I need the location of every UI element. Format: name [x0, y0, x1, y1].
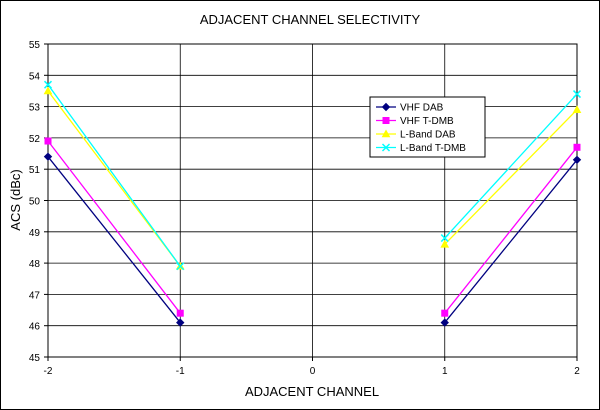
legend: VHF DAB VHF T-DMB L-Band DAB L-Band T-DMB — [369, 96, 486, 158]
legend-entry: L-Band T-DMB — [376, 143, 466, 154]
data-point — [441, 309, 449, 317]
data-point — [176, 262, 185, 271]
x-tick-label: -1 — [176, 366, 185, 377]
data-point — [573, 143, 581, 151]
y-tick-label: 53 — [29, 103, 41, 114]
y-tick-label: 49 — [29, 228, 41, 239]
legend-marker — [381, 102, 391, 112]
legend-entry: L-Band DAB — [376, 129, 456, 141]
x-axis-label: ADJACENT CHANNEL — [245, 384, 379, 399]
x-axis-ticks: -2 -1 0 1 2 — [44, 357, 580, 377]
y-tick-label: 51 — [29, 165, 41, 176]
x-tick-label: 1 — [442, 366, 448, 377]
data-point — [176, 318, 185, 327]
y-tick-label: 55 — [29, 40, 41, 51]
data-point — [43, 80, 53, 89]
series-group — [43, 80, 582, 327]
series-line — [444, 93, 578, 239]
legend-marker — [382, 117, 390, 124]
data-point — [440, 239, 450, 248]
data-point — [43, 152, 53, 161]
data-point — [440, 234, 449, 243]
y-tick-label: 54 — [29, 71, 41, 82]
data-point — [572, 105, 582, 114]
y-axis-label: ACS (dBc) — [8, 169, 23, 230]
series-l-band-t-dmb — [43, 80, 582, 271]
legend-label: VHF T-DMB — [400, 116, 454, 127]
legend-label: VHF DAB — [400, 103, 444, 114]
series-line — [444, 159, 578, 323]
y-tick-label: 45 — [29, 353, 41, 364]
data-point — [43, 86, 53, 95]
series-line — [47, 156, 181, 323]
legend-label: L-Band DAB — [400, 130, 456, 141]
x-tick-label: 0 — [310, 366, 316, 377]
data-point — [572, 155, 582, 165]
series-line — [444, 109, 578, 245]
legend-entry: VHF DAB — [376, 103, 444, 114]
data-point — [440, 318, 449, 327]
x-tick-label: 2 — [574, 366, 580, 377]
legend-entry: VHF T-DMB — [376, 116, 454, 127]
y-tick-label: 50 — [29, 197, 41, 208]
x-tick-label: -2 — [44, 366, 53, 377]
legend-marker — [381, 129, 391, 138]
data-point — [572, 90, 582, 99]
y-tick-label: 52 — [29, 134, 41, 145]
chart-title: ADJACENT CHANNEL SELECTIVITY — [200, 12, 421, 27]
gridlines — [47, 43, 578, 358]
y-axis-ticks: 45 46 47 48 49 50 51 52 53 54 55 — [29, 40, 48, 364]
series-line — [444, 146, 578, 314]
series-line — [47, 140, 181, 314]
legend-label: L-Band T-DMB — [400, 143, 466, 154]
series-vhf-dab — [43, 152, 582, 327]
series-line — [47, 84, 181, 267]
y-tick-label: 48 — [29, 259, 41, 270]
data-point — [176, 309, 184, 317]
y-tick-label: 46 — [29, 322, 41, 333]
y-tick-label: 47 — [29, 290, 41, 301]
legend-marker — [381, 143, 391, 152]
data-point — [44, 137, 52, 145]
series-vhf-t-dmb — [44, 137, 581, 317]
